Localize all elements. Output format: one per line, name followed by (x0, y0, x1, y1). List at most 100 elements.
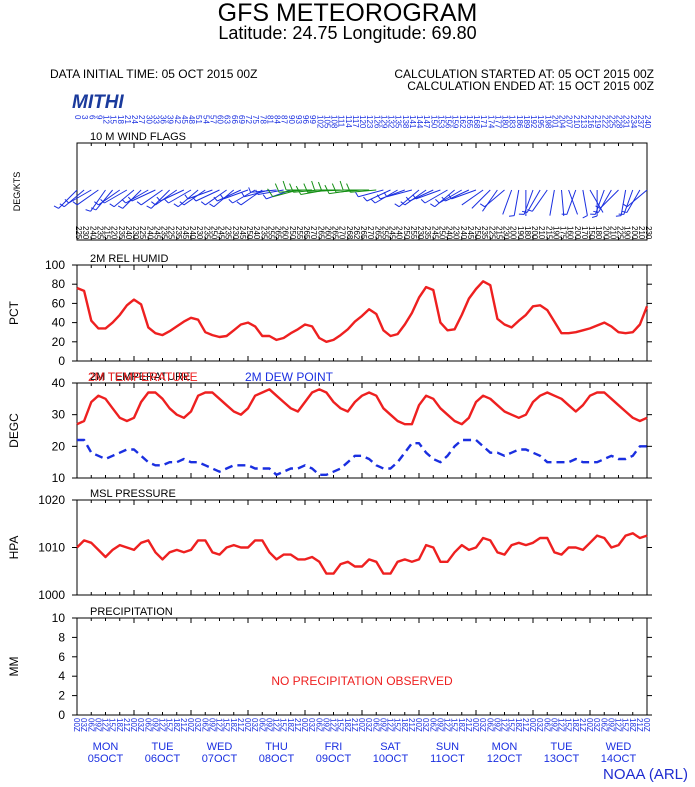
hour-label: 12Z (272, 718, 281, 732)
hour-label: 18Z (172, 718, 181, 732)
wind-barb-staff (594, 189, 605, 215)
wind-barb-half-flag (383, 192, 388, 197)
wind-barb (100, 189, 128, 204)
wind-direction-label: 250 (473, 226, 482, 240)
wind-direction-label: 230 (131, 226, 140, 240)
wind-barb (593, 189, 612, 214)
wind-direction-label: 260 (281, 226, 290, 240)
panel-label: MSL PRESSURE (90, 488, 176, 500)
wind-barb-half-flag (248, 187, 252, 193)
hour-label: 06Z (86, 718, 95, 732)
wind-barb-half-flag (441, 196, 446, 202)
wind-barb (561, 189, 565, 216)
wind-direction-label: 270 (338, 226, 347, 240)
wind-barb-flag (311, 180, 316, 191)
forecast-hour-label: 42 (173, 115, 182, 124)
wind-barb (136, 189, 163, 206)
hour-label: 00Z (72, 718, 81, 732)
wind-barb-staff (150, 189, 170, 209)
hour-label: 09Z (150, 718, 159, 732)
y-axis-label: HPA (7, 536, 21, 560)
wind-barb-staff (366, 189, 391, 202)
wind-barb-staff (125, 189, 149, 204)
hour-label: 12Z (329, 718, 338, 732)
wind-direction-label: 180 (594, 226, 603, 240)
hour-label: 12Z (158, 718, 167, 732)
wind-direction-label: 245 (217, 226, 226, 240)
wind-barb-staff (168, 189, 192, 204)
y-tick-label: 4 (58, 669, 65, 683)
day-of-week-label: SUN (436, 741, 459, 753)
wind-barb-half-flag (255, 189, 259, 195)
y-axis-label: PCT (7, 300, 21, 325)
hour-label: 00Z (642, 718, 651, 732)
wind-barb (435, 189, 462, 204)
y-tick-label: 6 (58, 650, 65, 664)
hour-label: 06Z (200, 718, 209, 732)
wind-direction-label: 240 (252, 226, 261, 240)
forecast-hour-label: 45 (180, 115, 189, 124)
panel-frame-precip (76, 617, 648, 716)
wind-direction-label: 235 (202, 226, 211, 240)
wind-barb-staff (424, 189, 448, 204)
wind-barb (200, 189, 227, 206)
forecast-hour-label: 204 (558, 115, 567, 129)
forecast-hour-label: 180 (501, 115, 510, 129)
panel-frame-pres (76, 499, 648, 596)
panel-frame-humid (76, 264, 648, 362)
wind-direction-label: 250 (245, 226, 254, 240)
wind-direction-label: 210 (608, 226, 617, 240)
wind-direction-label: 240 (88, 226, 97, 240)
wind-barb (527, 189, 548, 212)
forecast-hour-label: 63 (223, 115, 232, 124)
wind-barb-staff (187, 189, 213, 200)
date-label: 09OCT (316, 753, 352, 765)
panel-label: 2M TEMPERATURE (90, 371, 190, 383)
hour-label: 06Z (485, 718, 494, 732)
wind-barb-half-flag (228, 199, 233, 204)
wind-barb-staff (95, 189, 114, 211)
forecast-hour-label: 114 (344, 115, 353, 128)
wind-barb (595, 189, 619, 209)
forecast-hour-label: 225 (607, 115, 616, 129)
hour-label: 06Z (599, 718, 608, 732)
date-label: 05OCT (88, 753, 124, 765)
wind-barb-staff (398, 189, 420, 208)
wind-direction-label: 220 (110, 226, 119, 240)
forecast-hour-label: 222 (600, 115, 609, 129)
wind-barb-staff (523, 189, 534, 215)
forecast-hour-label: 129 (379, 115, 388, 129)
wind-barb-half-flag (72, 201, 78, 206)
wind-barb-half-flag (527, 209, 533, 212)
wind-direction-label: 215 (544, 226, 553, 240)
wind-barb-staff (358, 189, 384, 198)
wind-barb (518, 189, 534, 215)
hour-label: 21Z (293, 718, 302, 732)
hour-label: 06Z (257, 718, 266, 732)
wind-barb-half-flag (591, 215, 598, 218)
panel-label: 2M REL HUMID (90, 253, 168, 265)
hour-label: 03Z (193, 718, 202, 732)
wind-barb (394, 189, 420, 208)
wind-barb-half-flag (615, 215, 622, 217)
day-of-week-label: FRI (325, 741, 343, 753)
wind-direction-label: 255 (380, 226, 389, 240)
forecast-hour-label: 0 (73, 115, 82, 120)
wind-barb-staff (257, 189, 284, 196)
hour-label: 03Z (421, 718, 430, 732)
hour-label: 12Z (557, 718, 566, 732)
page-title: GFS METEOROGRAM (217, 0, 478, 27)
wind-barb (248, 187, 277, 193)
forecast-hour-label: 126 (372, 115, 381, 129)
wind-barb-staff (568, 189, 578, 215)
date-label: 11OCT (430, 753, 465, 765)
y-tick-label: 20 (52, 335, 66, 349)
wind-direction-label: 200 (630, 226, 639, 240)
forecast-hour-label: 6 (87, 115, 96, 120)
wind-barb (156, 189, 185, 202)
forecast-hour-label: 60 (216, 115, 225, 124)
forecast-hour-label: 21 (123, 115, 132, 124)
forecast-hour-label: 117 (351, 115, 360, 128)
forecast-hour-label: 132 (387, 115, 396, 129)
